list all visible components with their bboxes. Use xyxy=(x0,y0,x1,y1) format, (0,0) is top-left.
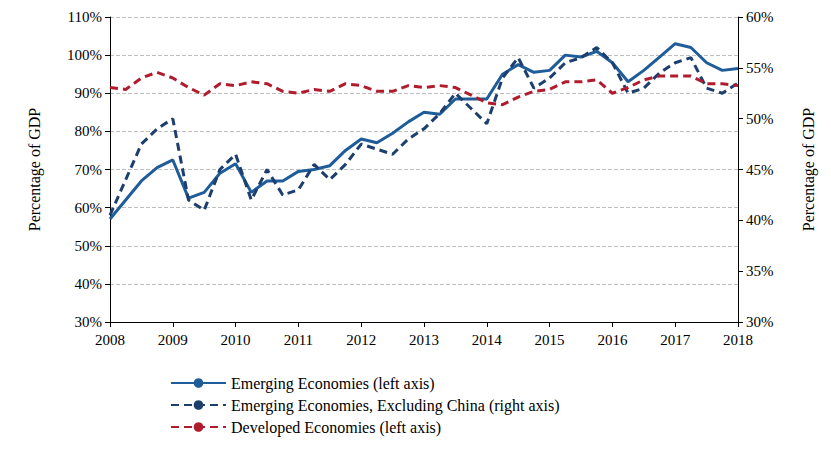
svg-text:Percentage of GDP: Percentage of GDP xyxy=(26,108,44,232)
svg-text:80%: 80% xyxy=(75,123,103,139)
svg-text:40%: 40% xyxy=(746,212,774,228)
svg-text:40%: 40% xyxy=(75,276,103,292)
svg-text:100%: 100% xyxy=(67,47,102,63)
svg-text:30%: 30% xyxy=(746,314,774,330)
svg-text:60%: 60% xyxy=(75,200,103,216)
svg-text:50%: 50% xyxy=(75,238,103,254)
svg-text:2015: 2015 xyxy=(535,332,565,348)
svg-text:Percentage of GDP: Percentage of GDP xyxy=(800,108,818,232)
svg-text:110%: 110% xyxy=(68,9,102,25)
svg-text:30%: 30% xyxy=(75,314,103,330)
svg-text:60%: 60% xyxy=(746,9,774,25)
svg-text:Emerging Economies (left axis): Emerging Economies (left axis) xyxy=(231,375,435,393)
svg-text:35%: 35% xyxy=(746,263,774,279)
svg-text:2009: 2009 xyxy=(158,332,188,348)
svg-text:2012: 2012 xyxy=(346,332,376,348)
svg-text:2016: 2016 xyxy=(597,332,628,348)
svg-text:70%: 70% xyxy=(75,162,103,178)
svg-text:2018: 2018 xyxy=(723,332,753,348)
svg-text:2014: 2014 xyxy=(472,332,503,348)
svg-text:2017: 2017 xyxy=(660,332,691,348)
svg-text:50%: 50% xyxy=(746,111,774,127)
svg-text:Emerging Economies, Excluding: Emerging Economies, Excluding China (rig… xyxy=(231,397,560,415)
svg-text:Developed Economies (left axis: Developed Economies (left axis) xyxy=(231,419,441,437)
svg-text:55%: 55% xyxy=(746,60,774,76)
svg-text:45%: 45% xyxy=(746,162,774,178)
svg-text:90%: 90% xyxy=(75,85,103,101)
svg-text:2011: 2011 xyxy=(284,332,313,348)
svg-text:2010: 2010 xyxy=(221,332,251,348)
svg-text:2013: 2013 xyxy=(409,332,439,348)
svg-text:2008: 2008 xyxy=(95,332,125,348)
